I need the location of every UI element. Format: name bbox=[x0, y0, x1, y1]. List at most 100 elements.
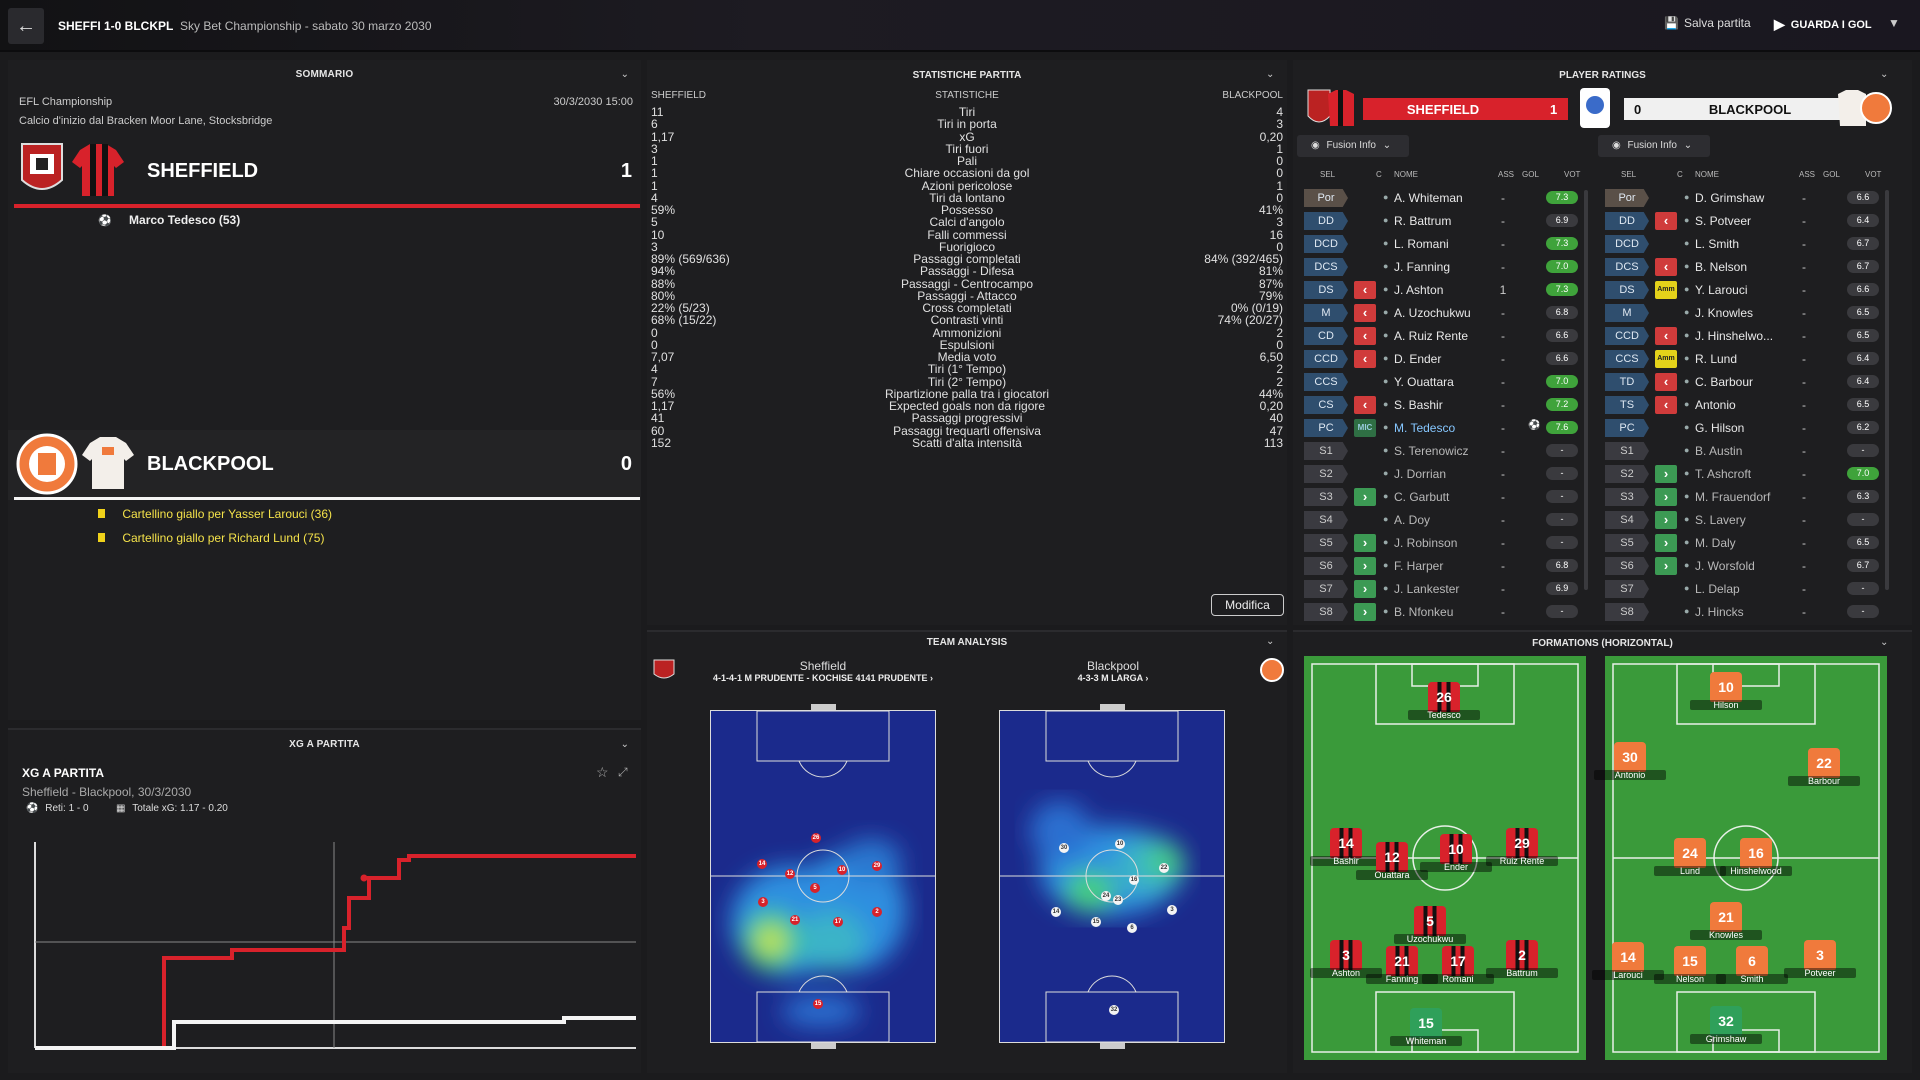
player-rating-row[interactable]: S6 › ● J. Worsfold - 6.7 bbox=[1605, 556, 1895, 576]
player-rating-row[interactable]: S8 › ● B. Nfonkeu - - bbox=[1304, 602, 1594, 622]
formation-player[interactable]: 17 Romani bbox=[1422, 944, 1494, 984]
formation-player[interactable]: 14 Bashir bbox=[1310, 826, 1382, 866]
player-rating-row[interactable]: CCD ‹ ● J. Hinshelwo... - 6.5 bbox=[1605, 326, 1895, 346]
away-tactic-link[interactable]: 4-3-3 M LARGA › bbox=[1077, 673, 1149, 683]
player-rating-row[interactable]: S5 › ● M. Daly - 6.5 bbox=[1605, 533, 1895, 553]
formation-player[interactable]: 32 Grimshaw bbox=[1690, 1004, 1762, 1044]
player-name[interactable]: R. Battrum bbox=[1394, 214, 1452, 228]
formation-player[interactable]: 10 Hilson bbox=[1690, 670, 1762, 710]
formation-player[interactable]: 6 Smith bbox=[1716, 944, 1788, 984]
modify-button[interactable]: Modifica bbox=[1211, 594, 1284, 616]
player-rating-row[interactable]: CD ‹ ● A. Ruiz Rente - 6.6 bbox=[1304, 326, 1594, 346]
expand-icon[interactable]: ⤢ bbox=[618, 765, 628, 779]
scrollbar[interactable] bbox=[1584, 190, 1588, 590]
player-rating-row[interactable]: S1 ● B. Austin - - bbox=[1605, 441, 1895, 461]
player-name[interactable]: L. Delap bbox=[1695, 582, 1740, 596]
formation-player[interactable]: 15 Whiteman bbox=[1390, 1006, 1462, 1046]
player-name[interactable]: S. Terenowicz bbox=[1394, 444, 1469, 458]
save-match-button[interactable]: 💾 Salva partita bbox=[1664, 16, 1751, 30]
player-rating-row[interactable]: DS Amm ● Y. Larouci - 6.6 bbox=[1605, 280, 1895, 300]
away-fusion-info-button[interactable]: ◉ Fusion Info ⌄ bbox=[1598, 135, 1710, 157]
player-name[interactable]: Y. Larouci bbox=[1695, 283, 1748, 297]
player-rating-row[interactable]: CCD ‹ ● D. Ender - 6.6 bbox=[1304, 349, 1594, 369]
home-fusion-info-button[interactable]: ◉ Fusion Info ⌄ bbox=[1297, 135, 1409, 157]
player-rating-row[interactable]: DCD ● L. Romani - 7.3 bbox=[1304, 234, 1594, 254]
formation-player[interactable]: 26 Tedesco bbox=[1408, 680, 1480, 720]
player-name[interactable]: J. Dorrian bbox=[1394, 467, 1447, 481]
formation-player[interactable]: 29 Ruiz Rente bbox=[1486, 826, 1558, 866]
player-name[interactable]: Antonio bbox=[1695, 398, 1736, 412]
player-name[interactable]: M. Tedesco bbox=[1394, 421, 1456, 435]
formation-player[interactable]: 21 Fanning bbox=[1366, 944, 1438, 984]
player-name[interactable]: D. Ender bbox=[1394, 352, 1442, 366]
player-rating-row[interactable]: CS ‹ ● S. Bashir - 7.2 bbox=[1304, 395, 1594, 415]
player-name[interactable]: J. Fanning bbox=[1394, 260, 1451, 274]
home-tactic-link[interactable]: 4-1-4-1 M PRUDENTE - KOCHISE 4141 PRUDEN… bbox=[712, 673, 934, 683]
favorite-star-icon[interactable]: ☆ bbox=[596, 764, 609, 780]
player-name[interactable]: B. Nelson bbox=[1695, 260, 1748, 274]
player-name[interactable]: A. Uzochukwu bbox=[1394, 306, 1471, 320]
player-name[interactable]: R. Lund bbox=[1695, 352, 1738, 366]
player-name[interactable]: D. Grimshaw bbox=[1695, 191, 1765, 205]
player-name[interactable]: L. Smith bbox=[1695, 237, 1740, 251]
chevron-down-icon[interactable]: ⌄ bbox=[1880, 69, 1889, 80]
player-rating-row[interactable]: S4 ● A. Doy - - bbox=[1304, 510, 1594, 530]
player-rating-row[interactable]: CCS Amm ● R. Lund - 6.4 bbox=[1605, 349, 1895, 369]
formation-player[interactable]: 24 Lund bbox=[1654, 836, 1726, 876]
player-name[interactable]: J. Hincks bbox=[1695, 605, 1744, 619]
player-name[interactable]: J. Knowles bbox=[1695, 306, 1754, 320]
chevron-down-icon[interactable]: ⌄ bbox=[620, 739, 629, 750]
player-rating-row[interactable]: S5 › ● J. Robinson - - bbox=[1304, 533, 1594, 553]
player-rating-row[interactable]: DCS ‹ ● B. Nelson - 6.7 bbox=[1605, 257, 1895, 277]
player-rating-row[interactable]: CCS ● Y. Ouattara - 7.0 bbox=[1304, 372, 1594, 392]
player-name[interactable]: S. Potveer bbox=[1695, 214, 1752, 228]
player-name[interactable]: B. Austin bbox=[1695, 444, 1743, 458]
back-button[interactable]: ← bbox=[8, 8, 44, 44]
player-name[interactable]: J. Robinson bbox=[1394, 536, 1458, 550]
player-rating-row[interactable]: S7 › ● J. Lankester - 6.9 bbox=[1304, 579, 1594, 599]
player-rating-row[interactable]: S3 › ● C. Garbutt - - bbox=[1304, 487, 1594, 507]
player-rating-row[interactable]: DS ‹ ● J. Ashton 1 7.3 bbox=[1304, 280, 1594, 300]
chevron-down-icon[interactable]: ⌄ bbox=[1880, 637, 1889, 648]
formation-player[interactable]: 16 Hinshelwood bbox=[1720, 836, 1792, 876]
player-name[interactable]: F. Harper bbox=[1394, 559, 1444, 573]
player-rating-row[interactable]: S3 › ● M. Frauendorf - 6.3 bbox=[1605, 487, 1895, 507]
player-name[interactable]: S. Lavery bbox=[1695, 513, 1746, 527]
player-rating-row[interactable]: Por ● A. Whiteman - 7.3 bbox=[1304, 188, 1594, 208]
player-name[interactable]: Y. Ouattara bbox=[1394, 375, 1454, 389]
player-rating-row[interactable]: DCS ● J. Fanning - 7.0 bbox=[1304, 257, 1594, 277]
watch-goals-button[interactable]: ▶ GUARDA I GOL bbox=[1774, 16, 1872, 33]
chevron-down-icon[interactable]: ⌄ bbox=[620, 69, 629, 80]
formation-player[interactable]: 3 Ashton bbox=[1310, 938, 1382, 978]
formation-player[interactable]: 5 Uzochukwu bbox=[1394, 904, 1466, 944]
formation-player[interactable]: 15 Nelson bbox=[1654, 944, 1726, 984]
player-rating-row[interactable]: S4 › ● S. Lavery - - bbox=[1605, 510, 1895, 530]
player-rating-row[interactable]: M ‹ ● A. Uzochukwu - 6.8 bbox=[1304, 303, 1594, 323]
player-rating-row[interactable]: DD ● R. Battrum - 6.9 bbox=[1304, 211, 1594, 231]
formation-player[interactable]: 10 Ender bbox=[1420, 832, 1492, 872]
player-name[interactable]: G. Hilson bbox=[1695, 421, 1745, 435]
player-name[interactable]: T. Ashcroft bbox=[1695, 467, 1752, 481]
player-name[interactable]: B. Nfonkeu bbox=[1394, 605, 1454, 619]
player-name[interactable]: L. Romani bbox=[1394, 237, 1449, 251]
scrollbar[interactable] bbox=[1885, 190, 1889, 590]
player-rating-row[interactable]: S7 ● L. Delap - - bbox=[1605, 579, 1895, 599]
player-rating-row[interactable]: S6 › ● F. Harper - 6.8 bbox=[1304, 556, 1594, 576]
player-rating-row[interactable]: S8 ● J. Hincks - - bbox=[1605, 602, 1895, 622]
player-rating-row[interactable]: PC ● G. Hilson - 6.2 bbox=[1605, 418, 1895, 438]
player-rating-row[interactable]: DD ‹ ● S. Potveer - 6.4 bbox=[1605, 211, 1895, 231]
player-rating-row[interactable]: S2 ● J. Dorrian - - bbox=[1304, 464, 1594, 484]
player-name[interactable]: M. Daly bbox=[1695, 536, 1736, 550]
formation-player[interactable]: 21 Knowles bbox=[1690, 900, 1762, 940]
chevron-down-icon[interactable]: ⌄ bbox=[1266, 69, 1275, 80]
formation-player[interactable]: 3 Potveer bbox=[1784, 938, 1856, 978]
player-name[interactable]: A. Whiteman bbox=[1394, 191, 1463, 205]
chevron-down-icon[interactable]: ⌄ bbox=[1266, 636, 1275, 647]
player-name[interactable]: J. Worsfold bbox=[1695, 559, 1755, 573]
player-name[interactable]: J. Hinshelwo... bbox=[1695, 329, 1774, 343]
player-name[interactable]: C. Garbutt bbox=[1394, 490, 1450, 504]
player-name[interactable]: A. Ruiz Rente bbox=[1394, 329, 1469, 343]
player-rating-row[interactable]: TD ‹ ● C. Barbour - 6.4 bbox=[1605, 372, 1895, 392]
formation-player[interactable]: 22 Barbour bbox=[1788, 746, 1860, 786]
player-rating-row[interactable]: PC MIC ● M. Tedesco - ⚽ 7.6 bbox=[1304, 418, 1594, 438]
